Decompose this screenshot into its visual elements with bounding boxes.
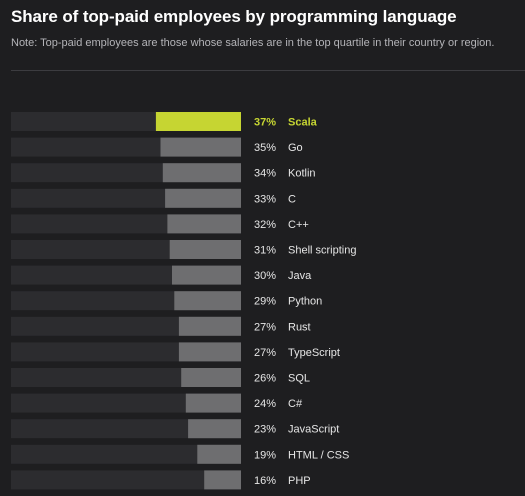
bar-scala (155, 112, 241, 131)
bar-html-css (197, 444, 241, 464)
bar-track-javascript (11, 419, 241, 439)
bar-go (160, 137, 241, 157)
bar-kotlin (162, 163, 241, 183)
bar-java (172, 265, 241, 285)
value-label-python: 29% (254, 296, 276, 308)
category-label-typescript: TypeScript (288, 347, 340, 359)
chart-title: Share of top-paid employees by programmi… (11, 7, 457, 26)
category-label-javascript: JavaScript (288, 424, 339, 436)
bar-php (204, 470, 241, 490)
bar-track-c (11, 393, 241, 413)
bar-c (167, 214, 241, 234)
category-label-c: C (288, 193, 296, 205)
category-label-java: Java (288, 270, 312, 282)
category-label-c: C# (288, 398, 303, 410)
header-divider (11, 70, 525, 71)
value-label-c: 24% (254, 398, 276, 410)
value-label-c: 33% (254, 193, 276, 205)
value-label-kotlin: 34% (254, 168, 276, 180)
category-label-kotlin: Kotlin (288, 168, 316, 180)
category-label-scala: Scala (288, 117, 318, 129)
value-label-shell-scripting: 31% (254, 245, 276, 257)
bar-typescript (178, 342, 241, 362)
value-label-javascript: 23% (254, 424, 276, 436)
value-label-php: 16% (254, 475, 276, 487)
bar-track-html-css (11, 444, 241, 464)
value-label-c: 32% (254, 219, 276, 231)
category-label-go: Go (288, 142, 303, 154)
bar-shell-scripting (169, 240, 241, 259)
value-label-java: 30% (254, 270, 276, 282)
value-label-rust: 27% (254, 321, 276, 333)
category-label-c: C++ (288, 219, 309, 231)
category-label-html-css: HTML / CSS (288, 449, 349, 461)
bar-c (185, 393, 241, 413)
category-label-php: PHP (288, 475, 311, 487)
value-label-typescript: 27% (254, 347, 276, 359)
bar-c (165, 188, 241, 208)
bar-javascript (188, 419, 241, 439)
bar-python (174, 291, 241, 311)
category-label-shell-scripting: Shell scripting (288, 245, 356, 257)
value-label-sql: 26% (254, 373, 276, 385)
category-label-python: Python (288, 296, 322, 308)
category-label-rust: Rust (288, 321, 311, 333)
bar-rust (178, 316, 241, 336)
value-label-go: 35% (254, 142, 276, 154)
bar-track-php (11, 470, 241, 490)
value-label-scala: 37% (254, 117, 276, 129)
value-label-html-css: 19% (254, 449, 276, 461)
chart-note: Note: Top-paid employees are those whose… (11, 37, 495, 49)
bar-sql (181, 368, 241, 387)
category-label-sql: SQL (288, 373, 310, 385)
